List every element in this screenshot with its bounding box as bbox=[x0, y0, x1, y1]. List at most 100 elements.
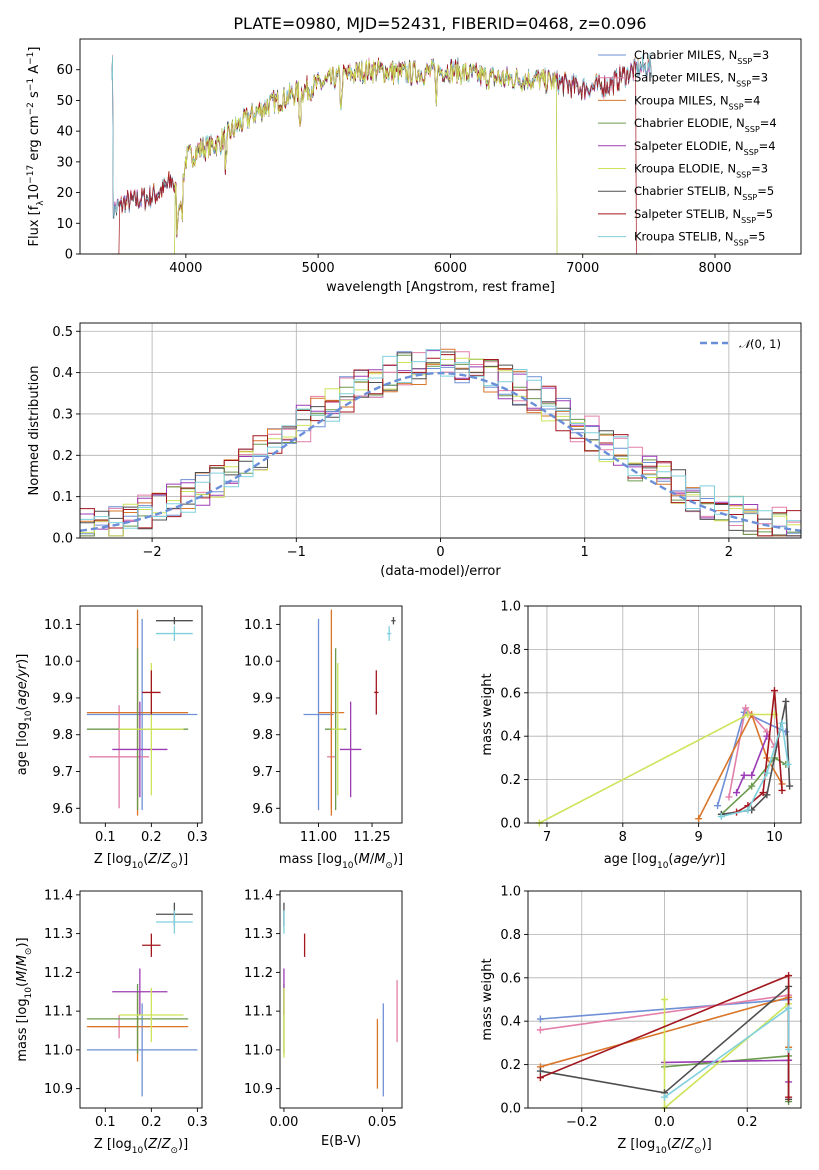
x-tick-label: 9 bbox=[694, 830, 702, 845]
spectrum-line bbox=[111, 55, 652, 234]
error-bar-point bbox=[142, 670, 161, 715]
y-tick-label: 11.1 bbox=[244, 1005, 273, 1020]
mass-weight-marker bbox=[785, 1045, 793, 1053]
error-bar-point bbox=[89, 705, 150, 809]
mass-weight-marker bbox=[748, 771, 756, 779]
spectrum-frame: 4000 5000 6000 7000 8000 0 10 20 30 40 50 60 wavelen… bbox=[56, 38, 802, 295]
y-tick-label: 11.0 bbox=[244, 1043, 273, 1058]
error-bar-point bbox=[142, 933, 161, 957]
y-axis-label: mass [log10(M/M⊙)] bbox=[15, 937, 34, 1061]
y-tick-label: 0.2 bbox=[500, 773, 521, 788]
x-tick-label: 0.0 bbox=[654, 1115, 675, 1130]
x-axis-label: Z [log10(Z/Z⊙)] bbox=[617, 1137, 711, 1156]
mass-weight-marker bbox=[778, 719, 786, 727]
error-bar-point bbox=[387, 626, 392, 641]
y-tick-label: 0.4 bbox=[52, 366, 73, 381]
y-tick-label: 9.9 bbox=[52, 691, 73, 706]
legend-label: 𝒩(0, 1) bbox=[739, 337, 781, 351]
x-tick-label: 4000 bbox=[169, 261, 202, 276]
y-tick-label: 0.2 bbox=[500, 1058, 521, 1073]
residual-histogram bbox=[79, 349, 801, 538]
y-tick-label: 40 bbox=[56, 125, 73, 140]
error-bar-point bbox=[155, 626, 193, 641]
x-tick-label: 0.3 bbox=[187, 830, 208, 845]
spectrum-line bbox=[111, 52, 652, 239]
y-tick-label: 9.8 bbox=[52, 728, 73, 743]
y-tick-label: 11.3 bbox=[44, 927, 73, 942]
legend-label: Salpeter STELIB, NSSP=5 bbox=[634, 207, 773, 225]
x-axis-label: Z [log10(Z/Z⊙)] bbox=[94, 1137, 188, 1156]
y-tick-label: 9.7 bbox=[252, 765, 273, 780]
x-tick-label: −1 bbox=[287, 545, 306, 560]
y-tick-label: 9.8 bbox=[252, 728, 273, 743]
y-axis-label: mass weight bbox=[480, 958, 495, 1040]
y-tick-label: 0.5 bbox=[52, 325, 73, 340]
error-bar-point bbox=[112, 968, 168, 1015]
y-tick-label: 10.0 bbox=[244, 655, 273, 670]
mass-weight-marker bbox=[778, 786, 786, 794]
mass_vs_EBV-frame: 0.00 0.05 10.9 11.0 11.1 11.2 11.3 11.4 E(B-V) bbox=[244, 888, 403, 1149]
error-bar-point bbox=[339, 701, 362, 798]
spectrum-line bbox=[111, 54, 652, 234]
mass-weight-marker bbox=[785, 972, 793, 980]
error-bar-point bbox=[318, 609, 345, 816]
y-tick-label: 11.4 bbox=[44, 888, 73, 903]
y-tick-label: 0.6 bbox=[500, 686, 521, 701]
legend-label: Chabrier ELODIE, NSSP=4 bbox=[634, 116, 777, 134]
legend-label: Kroupa MILES, NSSP=4 bbox=[634, 93, 761, 111]
y-tick-label: 10.9 bbox=[44, 1082, 73, 1097]
mass-weight-line bbox=[728, 706, 776, 798]
y-tick-label: 9.7 bbox=[52, 765, 73, 780]
error-bar-point bbox=[391, 617, 396, 625]
mass-weight-marker bbox=[661, 1093, 668, 1101]
mass-weight-marker bbox=[763, 769, 771, 777]
y-tick-label: 50 bbox=[56, 94, 73, 109]
x-tick-label: 0.3 bbox=[187, 1115, 208, 1130]
mass-weight-marker bbox=[782, 697, 790, 705]
y-axis-label: Normed distribution bbox=[27, 366, 42, 496]
error-bar-point bbox=[155, 617, 193, 625]
mass-weight-marker bbox=[748, 782, 756, 790]
x-tick-label: 11.00 bbox=[300, 830, 337, 845]
mass-weight-marker bbox=[725, 793, 733, 801]
y-tick-label: 10 bbox=[56, 217, 73, 232]
error-bar-point bbox=[86, 1003, 198, 1097]
error-bar-point bbox=[303, 618, 334, 811]
axes-frame bbox=[79, 890, 203, 1109]
mass-weight-marker bbox=[763, 791, 771, 799]
x-axis-label: age [log10(age/yr)] bbox=[604, 852, 726, 871]
x-tick-label: 10 bbox=[766, 830, 783, 845]
y-tick-label: 0.1 bbox=[52, 490, 73, 505]
x-tick-label: 0.05 bbox=[368, 1115, 397, 1130]
massweight_vs_Z-frame: −0.2 0.0 0.2 0.0 0.2 0.4 0.6 0.8 1.0 mass weight bbox=[480, 885, 802, 1130]
axes-frame bbox=[527, 605, 802, 824]
x-tick-label: 0 bbox=[436, 545, 444, 560]
mass_vs_Z-frame: 0.1 0.2 0.3 10.9 11.0 11.1 11.2 11.3 11.4 bbox=[44, 888, 208, 1130]
y-tick-label: 9.9 bbox=[252, 691, 273, 706]
y-tick-label: 0.2 bbox=[52, 449, 73, 464]
y-tick-label: 10.1 bbox=[44, 618, 73, 633]
y-tick-label: 0.8 bbox=[500, 928, 521, 943]
x-axis-label: (data-model)/error bbox=[380, 564, 501, 579]
residuals-frame: −2 −1 0 1 2 0.0 0.1 0.2 0.3 0.4 0.5 (data-model)/er… bbox=[27, 322, 802, 579]
mass-weight-marker bbox=[784, 760, 792, 768]
y-axis-label: mass weight bbox=[480, 673, 495, 755]
y-tick-label: 11.0 bbox=[44, 1043, 73, 1058]
y-tick-label: 1.0 bbox=[500, 885, 521, 900]
legend-label: Chabrier STELIB, NSSP=5 bbox=[634, 184, 774, 202]
legend-label: Salpeter ELODIE, NSSP=4 bbox=[634, 139, 776, 157]
x-tick-label: 7000 bbox=[566, 261, 599, 276]
y-tick-label: 10.9 bbox=[244, 1082, 273, 1097]
y-tick-label: 9.6 bbox=[52, 802, 73, 817]
normal-reference-curve bbox=[79, 371, 802, 532]
x-tick-label: 0.2 bbox=[737, 1115, 758, 1130]
x-axis-label: Z [log10(Z/Z⊙)] bbox=[94, 852, 188, 871]
axes-frame bbox=[279, 890, 403, 1109]
mass-weight-line bbox=[697, 712, 783, 820]
y-tick-label: 0.4 bbox=[500, 1015, 521, 1030]
x-tick-label: 8000 bbox=[698, 261, 731, 276]
y-tick-label: 0 bbox=[65, 248, 73, 263]
mass-weight-line bbox=[721, 722, 789, 818]
x-tick-label: −2 bbox=[143, 545, 162, 560]
y-tick-label: 60 bbox=[56, 63, 73, 78]
